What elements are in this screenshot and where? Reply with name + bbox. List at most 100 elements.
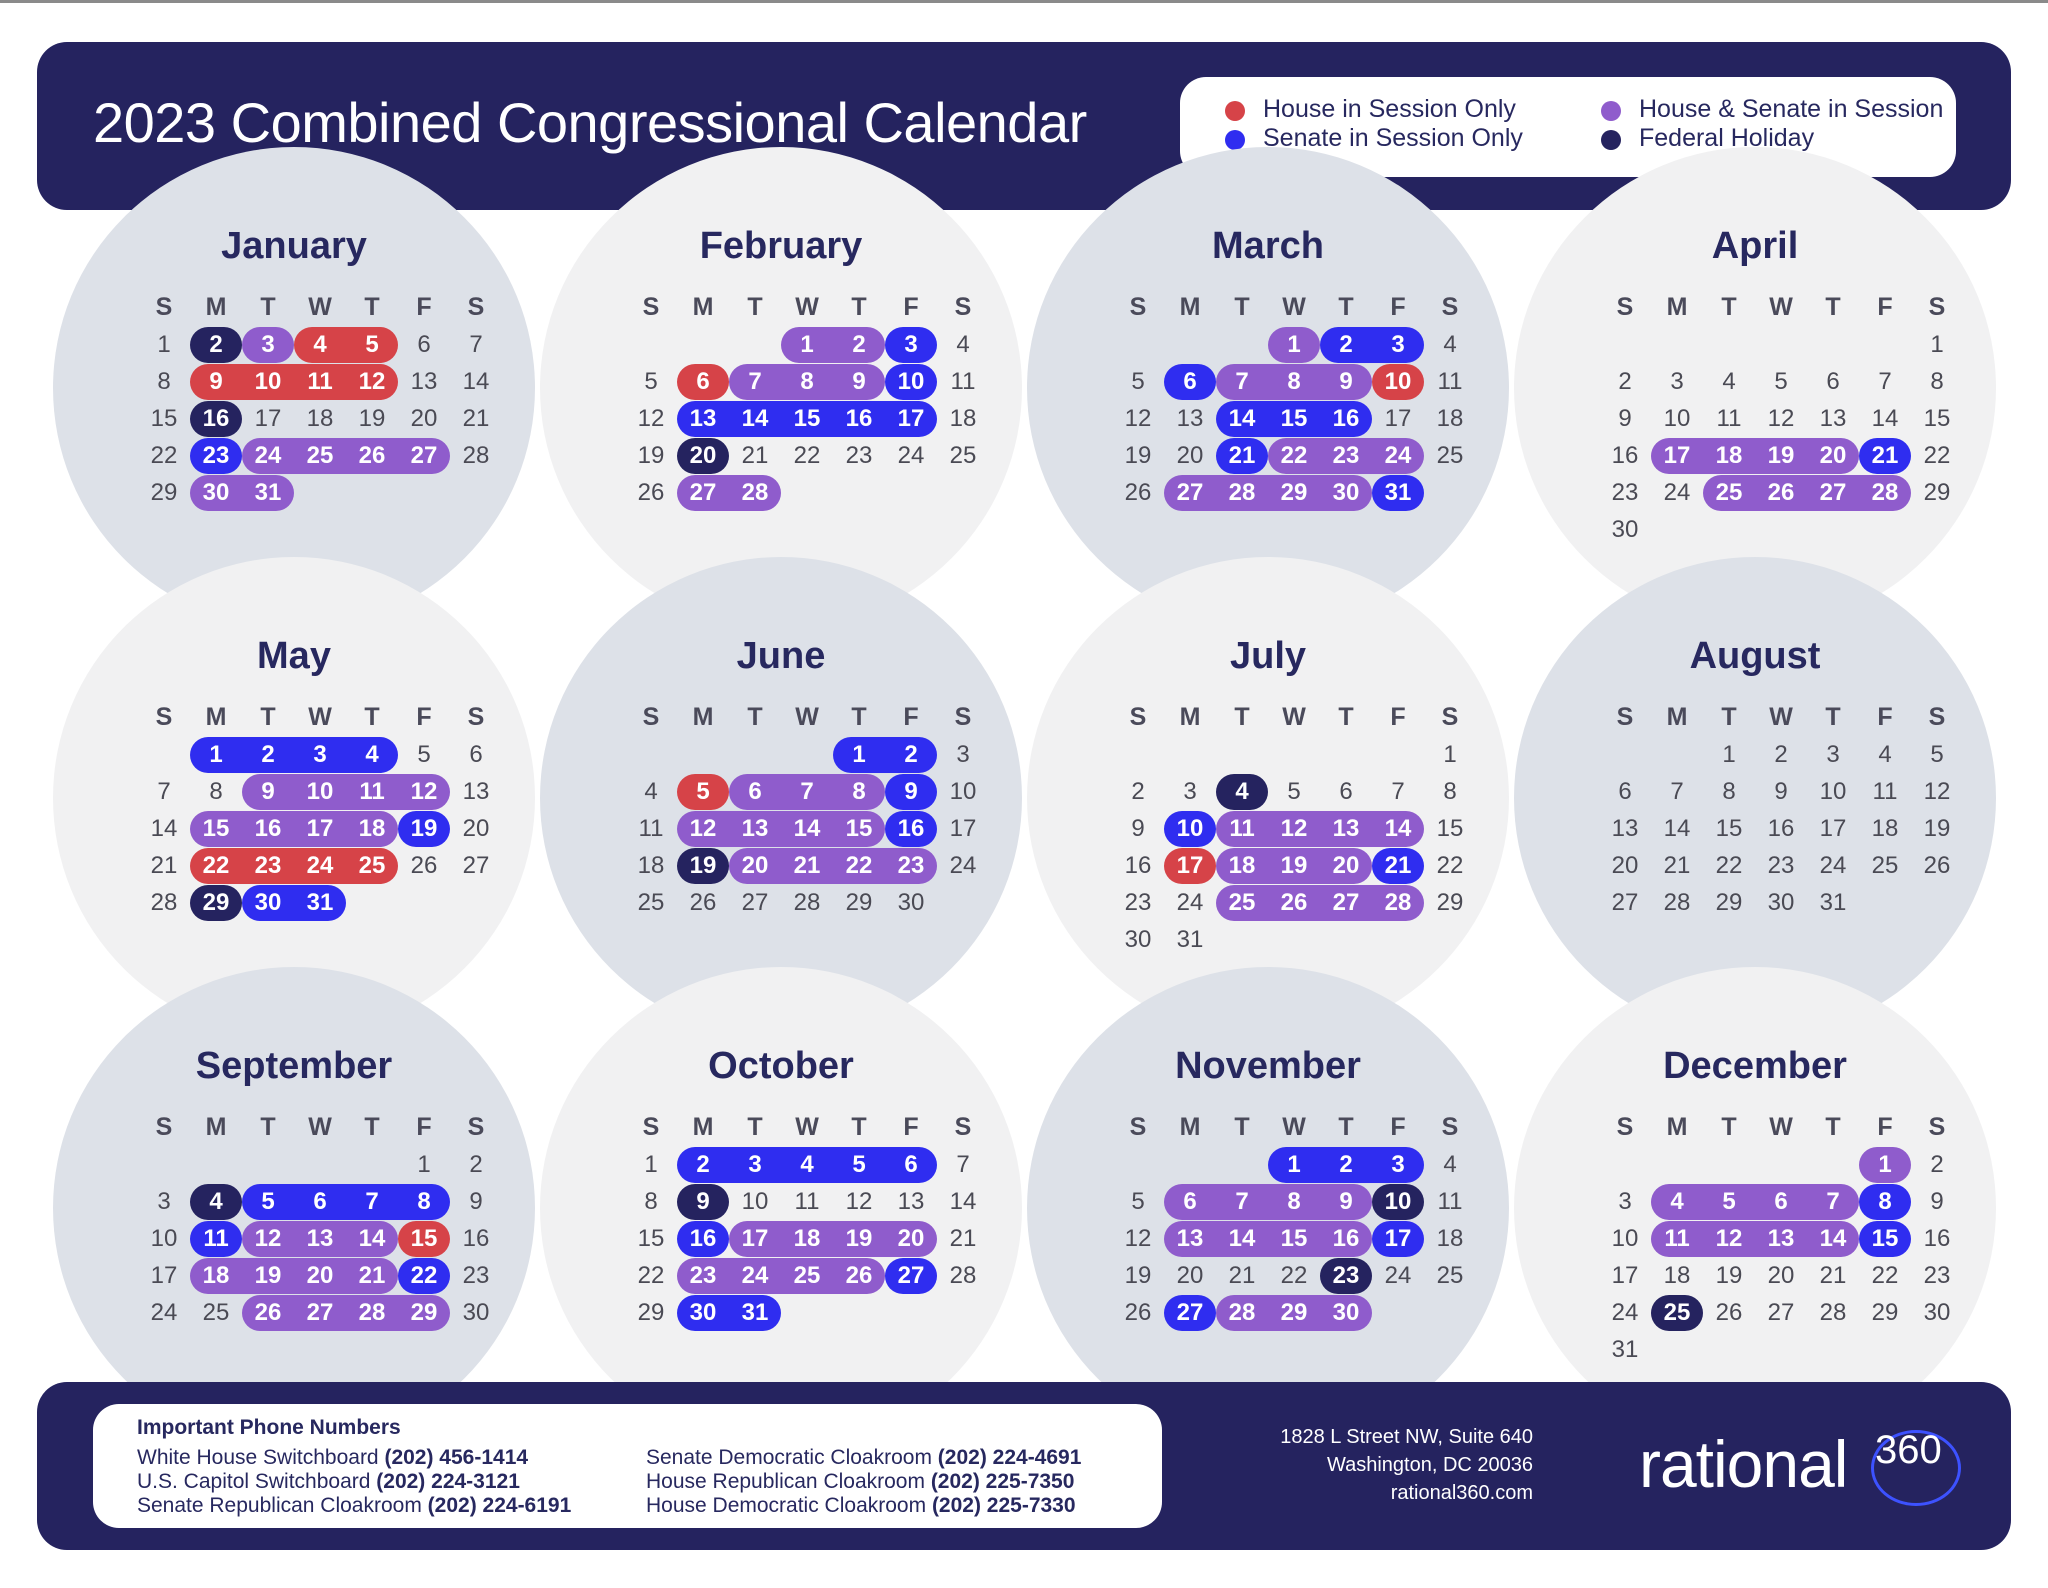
session-bar xyxy=(1268,1147,1424,1183)
calendar-day: 13 xyxy=(689,405,717,432)
session-bar xyxy=(1372,848,1424,884)
calendar-day: 21 xyxy=(150,852,178,879)
calendar-day: 2 xyxy=(1339,1151,1353,1178)
calendar-day: 15 xyxy=(410,1225,438,1252)
calendar-day: 12 xyxy=(410,778,438,805)
calendar-day: 6 xyxy=(1183,368,1197,395)
weekday-label: S xyxy=(1616,293,1634,321)
calendar-day: 27 xyxy=(1611,889,1639,916)
phone-label: U.S. Capitol Switchboard xyxy=(137,1470,377,1493)
calendar-day: 13 xyxy=(1176,405,1204,432)
session-bar xyxy=(677,438,729,474)
calendar-day: 6 xyxy=(1339,778,1353,805)
calendar-day: 24 xyxy=(1819,852,1847,879)
calendar-day: 18 xyxy=(202,1262,230,1289)
calendar-day: 27 xyxy=(1176,479,1204,506)
calendar-day: 5 xyxy=(417,741,431,768)
calendar-day: 30 xyxy=(689,1299,717,1326)
calendar-day: 12 xyxy=(1124,1225,1152,1252)
calendar-day: 13 xyxy=(1819,405,1847,432)
session-bar xyxy=(242,438,450,474)
calendar-day: 11 xyxy=(359,778,385,805)
calendar-day: 6 xyxy=(1618,778,1632,805)
website-link[interactable]: rational360.com xyxy=(1390,1482,1533,1504)
weekday-label: S xyxy=(642,1113,660,1141)
session-bar xyxy=(781,327,885,363)
calendar-day: 10 xyxy=(1176,815,1204,842)
calendar-day: 20 xyxy=(1176,442,1204,469)
weekday-label: T xyxy=(1721,1113,1737,1141)
logo-ring-icon xyxy=(1871,1430,1961,1506)
session-bar xyxy=(1216,811,1424,847)
session-bar xyxy=(1372,475,1424,511)
calendar-day: 17 xyxy=(949,815,977,842)
calendar-day: 6 xyxy=(904,1151,918,1178)
weekday-label: W xyxy=(795,293,819,321)
phone-number: (202) 456-1414 xyxy=(384,1446,529,1469)
weekday-label: T xyxy=(364,703,380,731)
phone-number: (202) 225-7330 xyxy=(931,1494,1076,1517)
weekday-label: F xyxy=(1877,703,1893,731)
calendar-day: 15 xyxy=(845,815,873,842)
calendar-day: 8 xyxy=(800,368,814,395)
weekday-label: S xyxy=(1129,1113,1147,1141)
calendar-day: 9 xyxy=(1618,405,1632,432)
calendar-day: 25 xyxy=(637,889,665,916)
address-city: Washington, DC 20036 xyxy=(1326,1454,1533,1476)
calendar-day: 20 xyxy=(462,815,490,842)
calendar-day: 14 xyxy=(1819,1225,1847,1252)
phone-entry: House Democratic Cloakroom (202) 225-733… xyxy=(646,1494,1076,1518)
session-bar xyxy=(242,1184,450,1220)
weekday-label: T xyxy=(747,293,763,321)
calendar-day: 18 xyxy=(949,405,977,432)
calendar-day: 15 xyxy=(793,405,821,432)
weekday-label: F xyxy=(416,1113,432,1141)
calendar-day: 19 xyxy=(1767,442,1795,469)
calendar-day: 9 xyxy=(904,778,918,805)
weekday-label: T xyxy=(1338,1113,1354,1141)
calendar-day: 3 xyxy=(261,331,275,358)
phone-number: (202) 224-4691 xyxy=(937,1446,1082,1469)
calendar-day: 14 xyxy=(1228,405,1256,432)
calendar-day: 24 xyxy=(306,852,334,879)
calendar-day: 3 xyxy=(1618,1188,1632,1215)
weekday-label: S xyxy=(642,703,660,731)
calendar-day: 2 xyxy=(209,331,223,358)
session-bar xyxy=(1372,364,1424,400)
weekday-label: S xyxy=(467,1113,485,1141)
calendar-day: 8 xyxy=(644,1188,658,1215)
calendar-day: 16 xyxy=(254,815,282,842)
calendar-day: 30 xyxy=(1923,1299,1951,1326)
calendar-day: 14 xyxy=(1384,815,1412,842)
calendar-day: 5 xyxy=(1774,368,1788,395)
calendar-day: 29 xyxy=(1436,889,1464,916)
calendar-day: 25 xyxy=(1663,1299,1691,1326)
calendar-day: 7 xyxy=(1878,368,1892,395)
calendar-day: 25 xyxy=(202,1299,230,1326)
calendar-day: 20 xyxy=(1611,852,1639,879)
calendar-day: 13 xyxy=(462,778,490,805)
calendar-day: 1 xyxy=(209,741,223,768)
weekday-label: T xyxy=(1338,703,1354,731)
calendar-day: 11 xyxy=(1872,778,1898,805)
calendar-day: 7 xyxy=(1391,778,1405,805)
calendar-day: 8 xyxy=(1443,778,1457,805)
weekday-label: M xyxy=(1179,293,1201,321)
calendar-day: 2 xyxy=(469,1151,483,1178)
calendar-day: 16 xyxy=(1332,405,1360,432)
calendar-day: 7 xyxy=(800,778,814,805)
legend-dot-senate-icon xyxy=(1225,130,1245,150)
calendar-day: 22 xyxy=(410,1262,438,1289)
calendar-day: 5 xyxy=(644,368,658,395)
calendar-day: 10 xyxy=(1384,368,1412,395)
calendar-day: 17 xyxy=(150,1262,178,1289)
calendar-day: 16 xyxy=(1611,442,1639,469)
calendar-day: 7 xyxy=(365,1188,379,1215)
session-bar xyxy=(190,811,398,847)
calendar-day: 6 xyxy=(748,778,762,805)
calendar-day: 29 xyxy=(845,889,873,916)
calendar-day: 26 xyxy=(358,442,386,469)
calendar-day: 22 xyxy=(1280,1262,1308,1289)
weekday-label: M xyxy=(692,703,714,731)
calendar-day: 5 xyxy=(1131,368,1145,395)
